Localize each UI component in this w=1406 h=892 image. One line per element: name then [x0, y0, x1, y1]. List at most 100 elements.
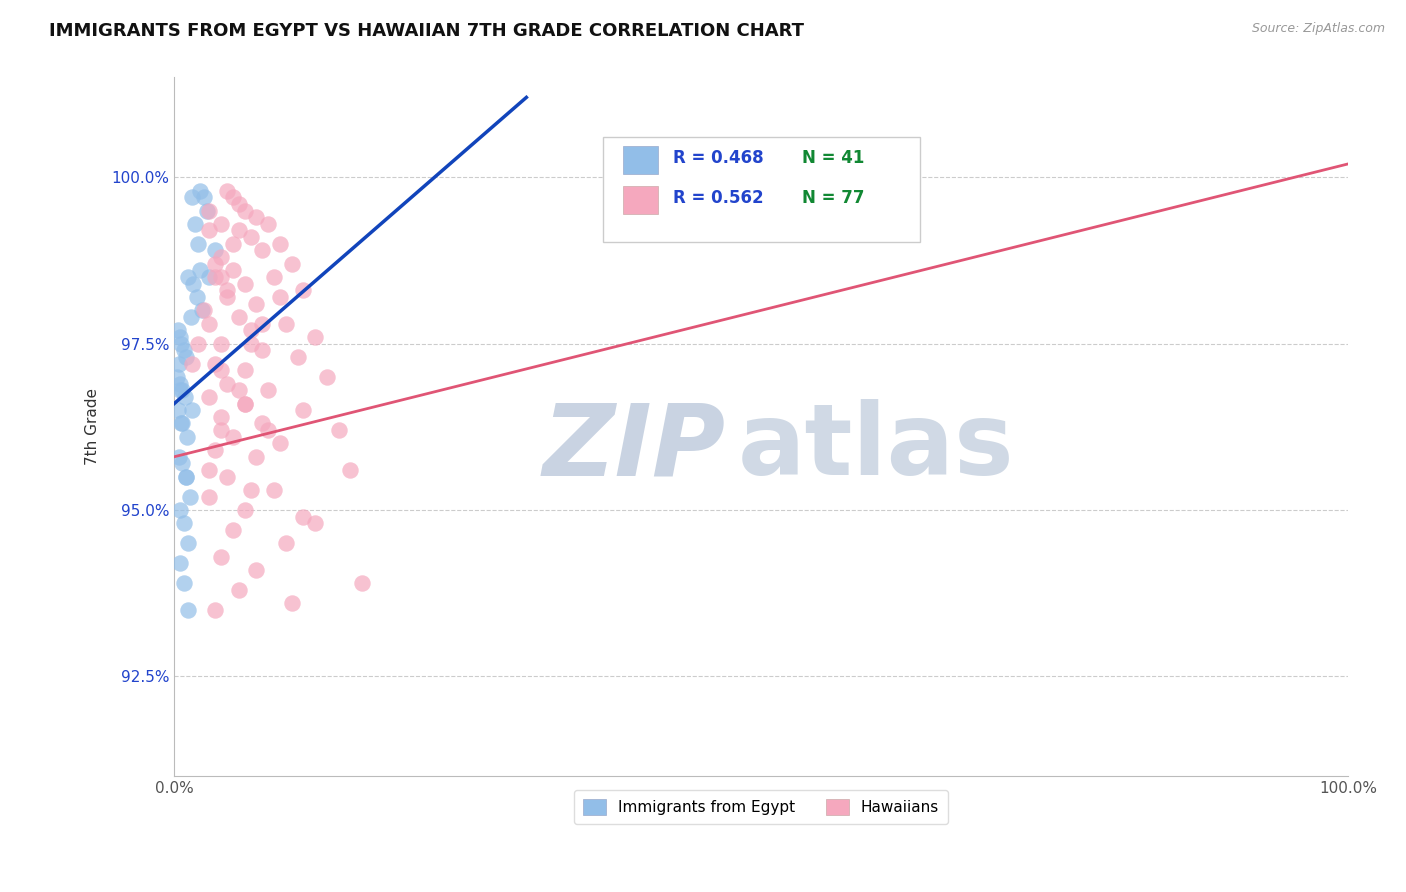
Point: [245, 210, 267, 224]
Point: [209, 423, 232, 437]
Point: [174, 350, 197, 364]
Point: [239, 336, 262, 351]
Point: [222, 523, 245, 537]
Point: [180, 190, 202, 204]
Point: [173, 390, 195, 404]
Point: [239, 483, 262, 497]
Point: [169, 330, 191, 344]
Point: [257, 423, 280, 437]
Point: [239, 230, 262, 244]
Point: [274, 536, 297, 550]
Point: [176, 430, 198, 444]
Legend: Immigrants from Egypt, Hawaiians: Immigrants from Egypt, Hawaiians: [574, 790, 949, 824]
Point: [222, 190, 245, 204]
Point: [167, 357, 190, 371]
Point: [204, 357, 226, 371]
Point: [170, 417, 193, 431]
Text: Source: ZipAtlas.com: Source: ZipAtlas.com: [1251, 22, 1385, 36]
Point: [177, 536, 200, 550]
Point: [193, 303, 215, 318]
Point: [269, 436, 291, 450]
Text: N = 41: N = 41: [803, 149, 865, 167]
Point: [209, 336, 232, 351]
Point: [180, 357, 202, 371]
Point: [304, 330, 326, 344]
Point: [292, 284, 315, 298]
Point: [245, 296, 267, 310]
Point: [280, 596, 302, 610]
Point: [179, 490, 201, 504]
Point: [174, 469, 197, 483]
Point: [173, 576, 195, 591]
Point: [204, 443, 226, 458]
Point: [191, 303, 214, 318]
Point: [217, 469, 239, 483]
Point: [169, 376, 191, 391]
FancyBboxPatch shape: [623, 146, 658, 174]
Point: [252, 317, 274, 331]
Point: [209, 250, 232, 264]
Point: [193, 190, 215, 204]
Point: [188, 184, 211, 198]
Point: [292, 403, 315, 417]
Point: [245, 563, 267, 577]
Point: [209, 270, 232, 285]
Point: [198, 317, 221, 331]
FancyBboxPatch shape: [623, 186, 658, 214]
Point: [352, 576, 374, 591]
Point: [228, 197, 250, 211]
Point: [166, 403, 188, 417]
Point: [177, 603, 200, 617]
Point: [274, 317, 297, 331]
Point: [170, 336, 193, 351]
Point: [228, 310, 250, 324]
Point: [169, 556, 191, 570]
FancyBboxPatch shape: [603, 136, 920, 242]
Point: [222, 430, 245, 444]
Point: [167, 450, 190, 464]
Point: [233, 396, 256, 410]
Point: [204, 270, 226, 285]
Point: [239, 323, 262, 337]
Point: [287, 350, 309, 364]
Point: [166, 323, 188, 337]
Point: [217, 284, 239, 298]
Point: [169, 383, 191, 397]
Point: [198, 490, 221, 504]
Point: [169, 503, 191, 517]
Point: [233, 363, 256, 377]
Text: IMMIGRANTS FROM EGYPT VS HAWAIIAN 7TH GRADE CORRELATION CHART: IMMIGRANTS FROM EGYPT VS HAWAIIAN 7TH GR…: [49, 22, 804, 40]
Point: [198, 390, 221, 404]
Point: [228, 383, 250, 397]
Point: [269, 290, 291, 304]
Point: [233, 277, 256, 291]
Point: [228, 582, 250, 597]
Point: [269, 236, 291, 251]
Text: R = 0.468: R = 0.468: [673, 149, 763, 167]
Point: [184, 217, 207, 231]
Point: [233, 203, 256, 218]
Text: R = 0.562: R = 0.562: [673, 188, 763, 207]
Point: [173, 516, 195, 531]
Point: [222, 236, 245, 251]
Point: [252, 244, 274, 258]
Point: [339, 463, 361, 477]
Point: [198, 270, 221, 285]
Point: [172, 383, 194, 397]
Point: [180, 403, 202, 417]
Point: [228, 223, 250, 237]
Point: [209, 409, 232, 424]
Point: [209, 549, 232, 564]
Point: [263, 270, 285, 285]
Text: ZIP: ZIP: [543, 400, 725, 496]
Point: [315, 370, 337, 384]
Point: [195, 203, 218, 218]
Y-axis label: 7th Grade: 7th Grade: [86, 388, 100, 466]
Point: [180, 310, 202, 324]
Point: [280, 257, 302, 271]
Point: [252, 343, 274, 358]
Point: [204, 244, 226, 258]
Point: [186, 290, 208, 304]
Point: [257, 383, 280, 397]
Point: [173, 343, 195, 358]
